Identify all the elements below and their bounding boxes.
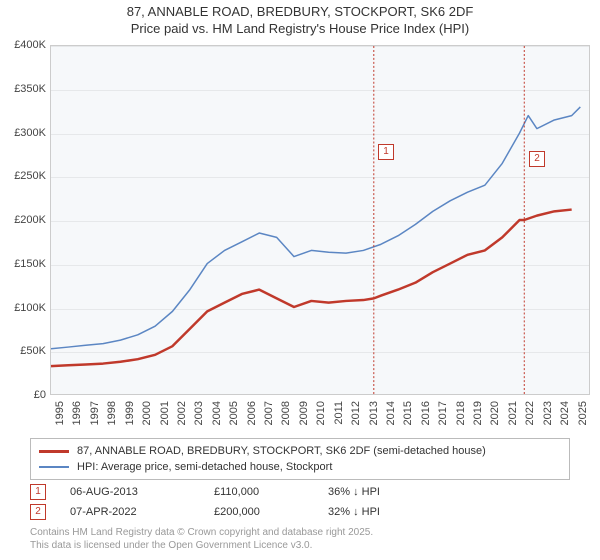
y-tick-label: £150K: [14, 258, 46, 270]
x-tick-label: 2017: [437, 401, 449, 425]
marker-label-box: 2: [529, 151, 545, 167]
x-tick-label: 2010: [315, 401, 327, 425]
series-line-hpi: [51, 107, 580, 349]
title-line2: Price paid vs. HM Land Registry's House …: [0, 21, 600, 38]
y-tick-label: £300K: [14, 127, 46, 139]
x-tick-label: 2016: [420, 401, 432, 425]
transaction-price: £200,000: [214, 506, 304, 518]
y-tick-label: £250K: [14, 170, 46, 182]
legend-label-hpi: HPI: Average price, semi-detached house,…: [77, 461, 332, 473]
y-tick-label: £100K: [14, 302, 46, 314]
x-tick-label: 1996: [71, 401, 83, 425]
x-tick-label: 2024: [559, 401, 571, 425]
x-axis: 1995 1996 1997 1998 1999 2000 2001 2002 2003 2004…: [50, 398, 590, 438]
legend-swatch-price-paid: [39, 450, 69, 453]
title-line1: 87, ANNABLE ROAD, BREDBURY, STOCKPORT, S…: [0, 4, 600, 21]
x-tick-label: 2019: [472, 401, 484, 425]
x-tick-label: 2015: [402, 401, 414, 425]
y-axis: £0£50K£100K£150K£200K£250K£300K£350K£400…: [0, 45, 48, 395]
transaction-row: 2 07-APR-2022 £200,000 32% ↓ HPI: [30, 502, 570, 522]
legend-row: HPI: Average price, semi-detached house,…: [39, 459, 561, 475]
y-tick-label: £350K: [14, 83, 46, 95]
chart-plot-area: 12: [50, 45, 590, 395]
x-tick-label: 2004: [211, 401, 223, 425]
x-tick-label: 2011: [333, 401, 345, 425]
x-tick-label: 2007: [263, 401, 275, 425]
y-tick-label: £0: [34, 389, 46, 401]
y-tick-label: £400K: [14, 39, 46, 51]
x-tick-label: 2020: [489, 401, 501, 425]
legend-label-price-paid: 87, ANNABLE ROAD, BREDBURY, STOCKPORT, S…: [77, 445, 486, 457]
transaction-row: 1 06-AUG-2013 £110,000 36% ↓ HPI: [30, 482, 570, 502]
transaction-price: £110,000: [214, 486, 304, 498]
y-tick-label: £200K: [14, 214, 46, 226]
legend-row: 87, ANNABLE ROAD, BREDBURY, STOCKPORT, S…: [39, 443, 561, 459]
x-tick-label: 2001: [159, 401, 171, 425]
footer-line1: Contains HM Land Registry data © Crown c…: [30, 526, 373, 539]
x-tick-label: 1998: [106, 401, 118, 425]
x-tick-label: 2012: [350, 401, 362, 425]
chart-title: 87, ANNABLE ROAD, BREDBURY, STOCKPORT, S…: [0, 0, 600, 38]
transactions-table: 1 06-AUG-2013 £110,000 36% ↓ HPI 2 07-APR-202…: [30, 482, 570, 522]
y-tick-label: £50K: [20, 345, 46, 357]
x-tick-label: 2014: [385, 401, 397, 425]
x-tick-label: 2013: [368, 401, 380, 425]
chart-svg: [51, 46, 589, 394]
x-tick-label: 2025: [577, 401, 589, 425]
x-tick-label: 2021: [507, 401, 519, 425]
x-tick-label: 1995: [54, 401, 66, 425]
transaction-marker: 1: [30, 484, 46, 500]
transaction-hpi-diff: 36% ↓ HPI: [328, 486, 418, 498]
x-tick-label: 2003: [193, 401, 205, 425]
x-tick-label: 2009: [298, 401, 310, 425]
x-tick-label: 2006: [246, 401, 258, 425]
transaction-hpi-diff: 32% ↓ HPI: [328, 506, 418, 518]
x-tick-label: 2022: [524, 401, 536, 425]
transaction-date: 07-APR-2022: [70, 506, 190, 518]
chart-legend: 87, ANNABLE ROAD, BREDBURY, STOCKPORT, S…: [30, 438, 570, 480]
x-tick-label: 2005: [228, 401, 240, 425]
footer-attribution: Contains HM Land Registry data © Crown c…: [30, 526, 373, 552]
x-tick-label: 2002: [176, 401, 188, 425]
x-tick-label: 2018: [455, 401, 467, 425]
marker-label-box: 1: [378, 144, 394, 160]
series-line-price_paid: [51, 210, 572, 367]
transaction-marker: 2: [30, 504, 46, 520]
x-tick-label: 1997: [89, 401, 101, 425]
x-tick-label: 2000: [141, 401, 153, 425]
x-tick-label: 2023: [542, 401, 554, 425]
x-tick-label: 1999: [124, 401, 136, 425]
legend-swatch-hpi: [39, 466, 69, 468]
footer-line2: This data is licensed under the Open Gov…: [30, 539, 373, 552]
x-tick-label: 2008: [280, 401, 292, 425]
transaction-date: 06-AUG-2013: [70, 486, 190, 498]
